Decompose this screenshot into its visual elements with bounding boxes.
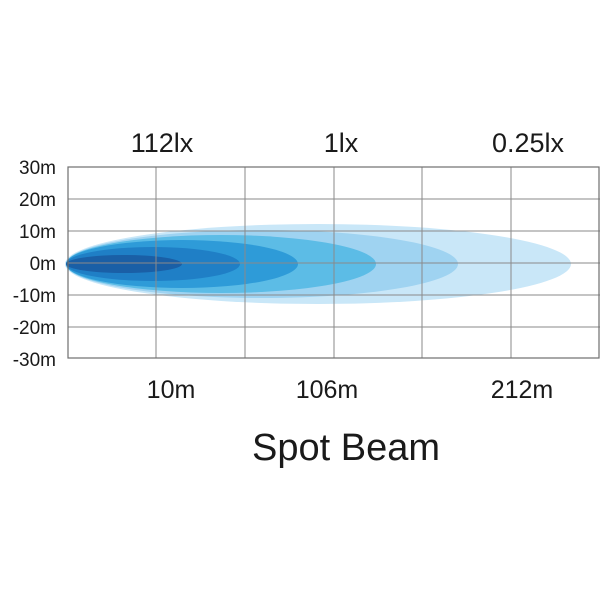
diagram-title: Spot Beam [252, 427, 440, 469]
grid [67, 166, 600, 359]
lux-label-1: 1lx [324, 128, 359, 158]
width-label-0m: 0m [30, 254, 56, 275]
width-label-30m: 30m [19, 158, 56, 179]
width-label-minus-20m: -20m [13, 318, 56, 339]
width-label-20m: 20m [19, 190, 56, 211]
width-axis: 30m 20m 10m 0m -10m -20m -30m [13, 158, 56, 371]
lux-label-112: 112lx [131, 128, 194, 158]
beam-zone-core [66, 255, 182, 273]
distance-label-106m: 106m [296, 376, 359, 404]
lux-label-0-25: 0.25lx [492, 128, 565, 158]
distance-label-10m: 10m [147, 376, 196, 404]
width-label-minus-10m: -10m [13, 286, 56, 307]
width-label-minus-30m: -30m [13, 350, 56, 371]
width-label-10m: 10m [19, 222, 56, 243]
distance-label-212m: 212m [491, 376, 554, 404]
beam-zones [65, 224, 571, 304]
